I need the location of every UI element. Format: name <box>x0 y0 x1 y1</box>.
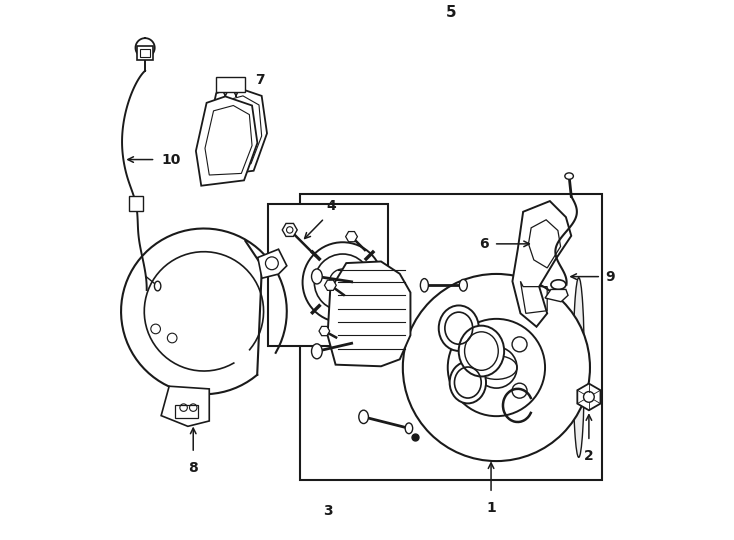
Polygon shape <box>258 249 287 278</box>
Circle shape <box>448 319 545 416</box>
Text: 8: 8 <box>189 461 198 475</box>
Circle shape <box>403 274 590 461</box>
Bar <box>268 205 388 346</box>
Text: 7: 7 <box>255 73 264 87</box>
Polygon shape <box>283 224 297 237</box>
Circle shape <box>302 242 382 322</box>
Ellipse shape <box>421 279 429 292</box>
Text: 4: 4 <box>327 199 336 213</box>
Ellipse shape <box>565 173 573 179</box>
Ellipse shape <box>573 278 584 457</box>
Text: 9: 9 <box>606 269 615 284</box>
Polygon shape <box>324 280 336 291</box>
Ellipse shape <box>359 410 368 423</box>
Text: 2: 2 <box>584 449 594 463</box>
Polygon shape <box>346 232 357 242</box>
Polygon shape <box>578 383 600 410</box>
Bar <box>139 49 150 57</box>
Bar <box>175 405 198 418</box>
Polygon shape <box>196 97 258 186</box>
Ellipse shape <box>450 362 486 403</box>
Polygon shape <box>161 386 209 426</box>
Ellipse shape <box>154 281 161 291</box>
Circle shape <box>314 254 371 310</box>
Ellipse shape <box>551 280 566 289</box>
Bar <box>300 194 603 480</box>
Text: 10: 10 <box>162 153 181 166</box>
Polygon shape <box>206 87 267 176</box>
Bar <box>128 195 142 211</box>
Polygon shape <box>545 289 568 302</box>
Bar <box>137 46 153 59</box>
Text: 6: 6 <box>479 237 488 251</box>
Polygon shape <box>327 261 410 366</box>
Polygon shape <box>319 326 330 336</box>
Ellipse shape <box>459 279 468 291</box>
Ellipse shape <box>439 306 479 351</box>
Ellipse shape <box>311 344 322 359</box>
Text: 1: 1 <box>486 501 496 515</box>
Ellipse shape <box>459 326 504 376</box>
Ellipse shape <box>311 269 322 284</box>
Bar <box>216 77 245 92</box>
Polygon shape <box>512 201 571 327</box>
Text: 5: 5 <box>446 5 457 20</box>
Ellipse shape <box>405 423 413 434</box>
Text: 3: 3 <box>323 504 333 518</box>
